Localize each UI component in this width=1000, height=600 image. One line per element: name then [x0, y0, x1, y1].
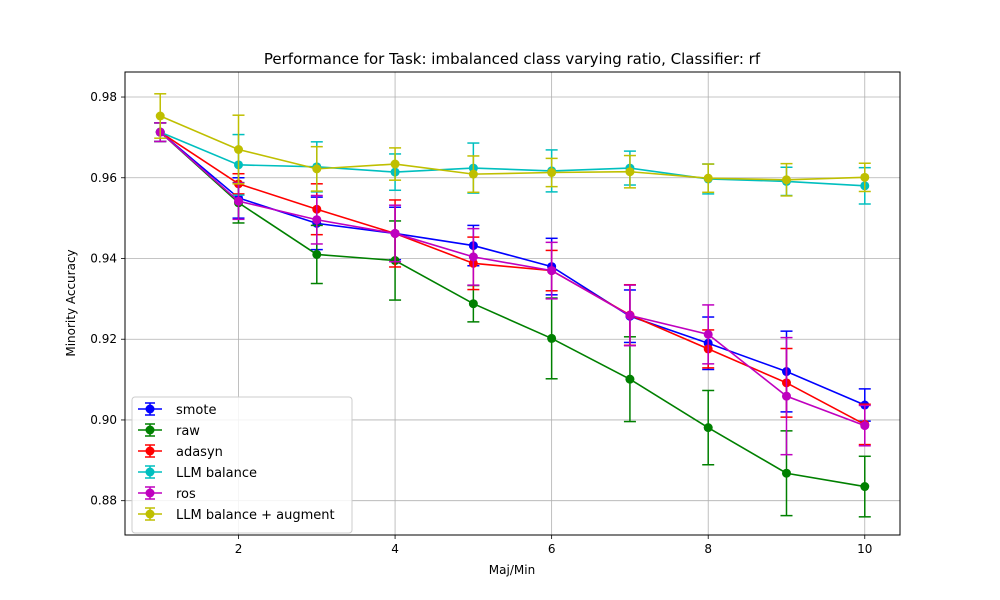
series-line [159, 131, 866, 427]
legend-label: smote [176, 403, 217, 418]
series-line [159, 131, 865, 488]
series-layer [154, 93, 871, 518]
legend-entry: LLM balance + augment [138, 507, 335, 523]
y-tick-label: 0.96 [90, 171, 117, 185]
data-point [547, 168, 557, 178]
plot-frame [124, 71, 901, 536]
legend-entry: raw [138, 423, 200, 439]
y-tick-label: 0.88 [90, 494, 117, 508]
legend-label: ros [176, 487, 196, 502]
legend-label: raw [176, 424, 200, 439]
data-point [703, 173, 713, 183]
data-point [860, 172, 870, 182]
data-point [547, 266, 557, 276]
data-point [390, 228, 400, 238]
x-tick-label: 2 [235, 542, 243, 556]
legend-entry: adasyn [138, 444, 223, 460]
series-line [159, 131, 865, 187]
legend-entry: smote [138, 402, 217, 418]
x-axis-label: Maj/Min [489, 563, 535, 577]
chart-title: Performance for Task: imbalanced class v… [264, 50, 761, 68]
data-point [625, 167, 635, 177]
data-point [781, 468, 791, 478]
data-point [860, 482, 870, 492]
legend-marker [145, 467, 155, 477]
legend-box [131, 396, 353, 534]
legend-marker [145, 404, 155, 414]
legend-marker [145, 488, 155, 498]
ticks: 2 4 6 8 10 0.88 0.90 0.92 0.94 0.96 0.98 [90, 90, 872, 556]
data-point [547, 333, 557, 343]
legend-label: LLM balance + augment [176, 508, 335, 523]
legend: smote raw adasyn LLM balance ros LLM balance … [131, 396, 353, 534]
y-tick-label: 0.94 [90, 251, 117, 265]
legend-label: adasyn [176, 445, 223, 460]
data-point [468, 252, 478, 262]
x-tick-label: 8 [704, 542, 712, 556]
data-point [312, 249, 322, 259]
legend-marker [145, 425, 155, 435]
y-tick-label: 0.92 [90, 332, 117, 346]
data-point [312, 164, 322, 174]
x-tick-label: 6 [548, 542, 556, 556]
data-point [781, 175, 791, 185]
legend-marker [145, 446, 155, 456]
data-point [625, 374, 635, 384]
data-point [703, 329, 713, 339]
data-point [390, 159, 400, 169]
data-point [703, 423, 713, 433]
legend-label: LLM balance [176, 466, 257, 481]
data-point [155, 111, 165, 121]
data-point [468, 299, 478, 309]
series-line [159, 115, 865, 181]
data-point [234, 196, 244, 206]
series-ros [154, 122, 871, 456]
legend-entry: ros [138, 486, 196, 502]
y-tick-label: 0.98 [90, 90, 117, 104]
data-point [625, 310, 635, 320]
y-axis-label: Minority Accuracy [64, 249, 78, 356]
y-tick-label: 0.90 [90, 413, 117, 427]
data-point [234, 145, 244, 155]
x-tick-label: 10 [857, 542, 872, 556]
data-point [312, 215, 322, 225]
legend-entry: LLM balance [138, 465, 257, 481]
legend-marker [145, 509, 155, 519]
data-point [860, 421, 870, 431]
data-point [468, 169, 478, 179]
x-tick-label: 4 [391, 542, 399, 556]
series-llm-balance-augment [154, 93, 871, 197]
data-point [781, 391, 791, 401]
